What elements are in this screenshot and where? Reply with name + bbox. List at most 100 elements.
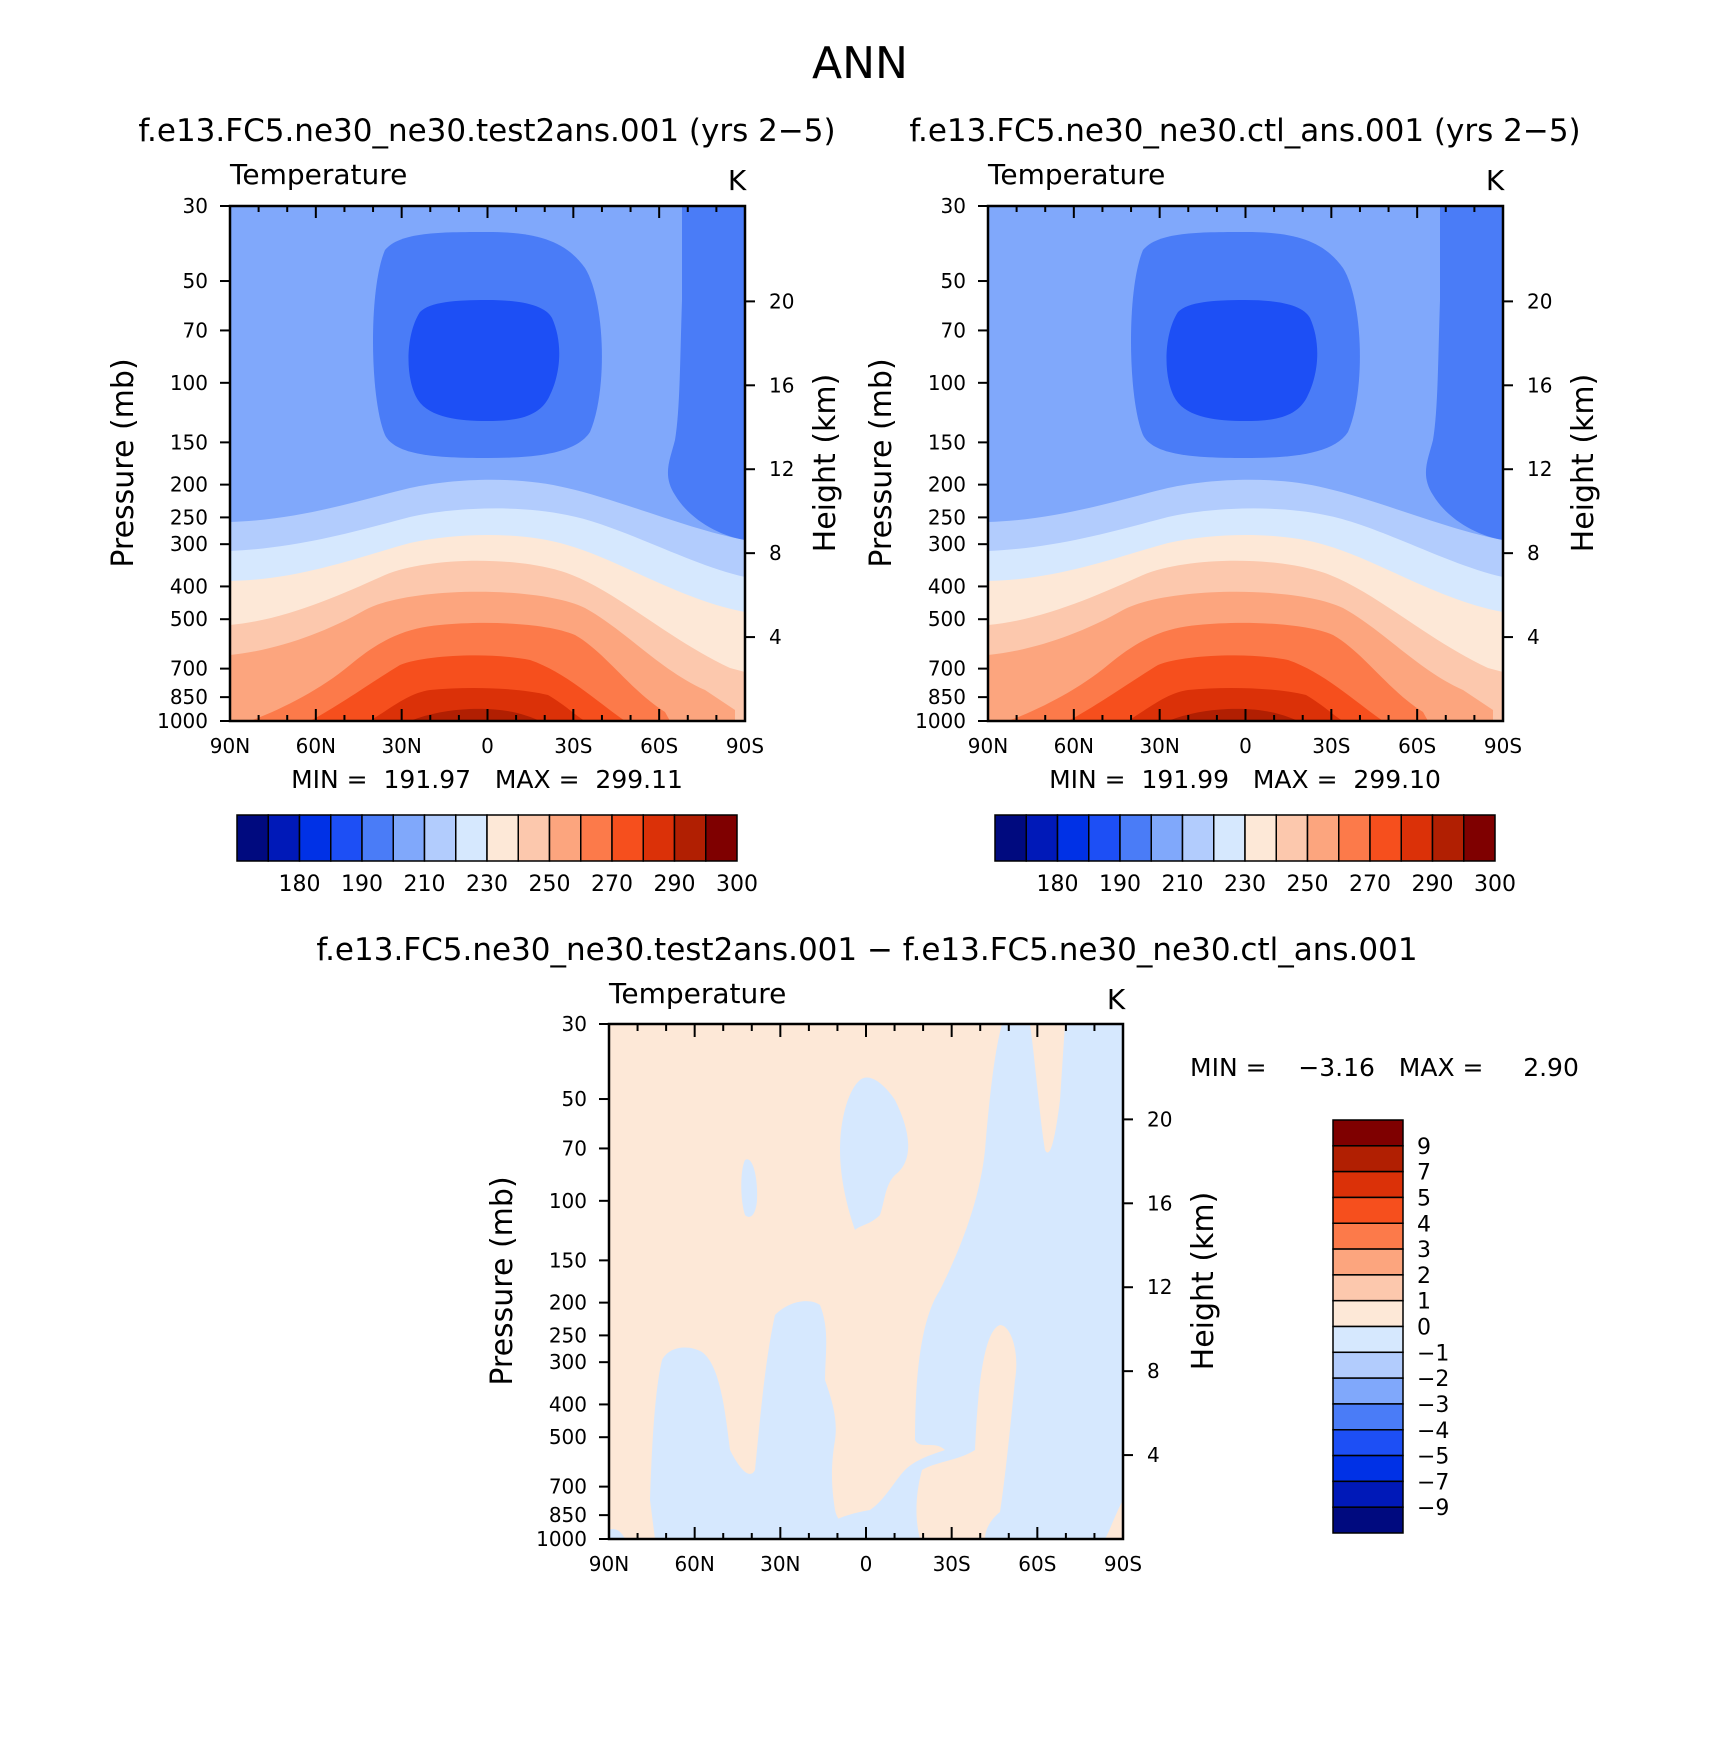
colorbar-label: 300: [1474, 872, 1516, 897]
colorbar-box: [705, 814, 738, 862]
y2-tick-label: 8: [769, 541, 782, 565]
y-tick-label: 200: [928, 473, 966, 497]
colorbar-label: 1: [1417, 1290, 1431, 1315]
negative-region-spot: [741, 1159, 758, 1217]
colorbar-box: [1332, 1145, 1404, 1173]
y-tick-label: 700: [170, 657, 208, 681]
colorbar-box: [486, 814, 519, 862]
panel-title: f.e13.FC5.ne30_ne30.ctl_ans.001 (yrs 2−5…: [909, 113, 1580, 149]
colorbar-box: [1463, 814, 1496, 862]
y-tick-label: 70: [562, 1136, 587, 1160]
units-label: K: [1107, 983, 1126, 1016]
y-tick-label: 400: [549, 1392, 587, 1416]
colorbar-label: 4: [1417, 1212, 1431, 1237]
colorbar-label: −4: [1417, 1419, 1449, 1444]
colorbar-box: [1056, 814, 1090, 862]
colorbar-label: 180: [1037, 872, 1079, 897]
variable-label: Temperature: [229, 158, 407, 191]
y-tick-label: 70: [183, 318, 208, 342]
colorbar-box: [1244, 814, 1277, 862]
x-ticks: 90N 60N 30N 0 30S 60S 90S: [210, 206, 764, 758]
x-tick-label: 30S: [554, 734, 592, 758]
y2-tick-label: 12: [1527, 457, 1552, 481]
colorbar-box: [611, 814, 644, 862]
colorbar-label: −3: [1417, 1393, 1449, 1418]
y2-tick-label: 4: [1527, 625, 1540, 649]
y-tick-label: 300: [549, 1350, 587, 1374]
y-tick-label: 500: [928, 607, 966, 631]
x-tick-label: 60N: [296, 734, 336, 758]
y2-tick-label: 4: [1147, 1443, 1160, 1467]
x-tick-label: 30N: [760, 1552, 800, 1576]
colorbar-box: [1332, 1480, 1404, 1508]
colorbar-label: 180: [279, 872, 321, 897]
colorbar-label: −7: [1417, 1470, 1449, 1495]
colorbar-box: [1332, 1196, 1404, 1224]
cold-pool-inner: [1166, 300, 1318, 421]
colorbar-label: 230: [466, 872, 508, 897]
colorbar-box: [548, 814, 582, 862]
min-max-label: MIN = 191.97 MAX = 299.11: [291, 765, 683, 794]
x-tick-label: 90N: [968, 734, 1008, 758]
colorbar-box: [994, 814, 1027, 862]
colorbar-box: [1332, 1299, 1404, 1328]
colorbar-box: [1338, 814, 1371, 862]
x-tick-label: 90N: [210, 734, 250, 758]
colorbar-box: [642, 814, 676, 862]
x-tick-label: 60N: [674, 1552, 714, 1576]
y-tick-label: 250: [170, 505, 208, 529]
contour-band-330-340: [410, 708, 540, 721]
contour-band-330-340: [1168, 708, 1298, 721]
y-axis-label: Pressure (mb): [864, 358, 899, 567]
negative-region-tropical: [840, 1077, 909, 1230]
colorbar-box: [1332, 1351, 1404, 1379]
x-tick-label: 30N: [381, 734, 421, 758]
x-tick-label: 60S: [1018, 1552, 1056, 1576]
colorbar-box: [1088, 814, 1121, 862]
y2-tick-label: 20: [1147, 1107, 1172, 1131]
colorbar-box: [673, 814, 707, 862]
y-axis-label: Pressure (mb): [106, 358, 141, 567]
x-tick-label: 0: [481, 734, 494, 758]
colorbar-box: [1332, 1506, 1404, 1534]
x-tick-label: 90S: [726, 734, 764, 758]
colorbar-label: 210: [404, 872, 446, 897]
colorbar-box: [1332, 1377, 1404, 1405]
y-tick-label: 700: [549, 1475, 587, 1499]
units-label: K: [1486, 164, 1505, 197]
colorbar-box: [1275, 814, 1309, 862]
colorbar-label: 230: [1224, 872, 1266, 897]
colorbar-label: −9: [1417, 1496, 1449, 1521]
colorbar-label: −1: [1417, 1341, 1449, 1366]
colorbar-box: [1431, 814, 1465, 862]
contour-band-320-330: [370, 687, 585, 721]
x-tick-label: 90N: [589, 1552, 629, 1576]
y-tick-label: 1000: [536, 1527, 587, 1551]
panel-title: f.e13.FC5.ne30_ne30.test2ans.001 (yrs 2−…: [138, 113, 835, 149]
x-tick-label: 30S: [1312, 734, 1350, 758]
y-tick-label: 250: [928, 505, 966, 529]
y2-axis-label: Height (km): [1186, 1192, 1221, 1371]
negative-region-subtropics: [650, 1301, 876, 1539]
colorbar-box: [1332, 1454, 1404, 1483]
y-tick-label: 100: [170, 371, 208, 395]
polar-column: [1425, 206, 1503, 540]
colorbar-label: −5: [1417, 1445, 1449, 1470]
y2-tick-label: 8: [1527, 541, 1540, 565]
colorbar-box: [1119, 814, 1152, 862]
y-tick-label: 200: [549, 1291, 587, 1315]
y-tick-label: 150: [549, 1248, 587, 1272]
x-tick-label: 60S: [640, 734, 678, 758]
colorbar-label: 9: [1417, 1135, 1431, 1160]
colorbar-box: [1332, 1170, 1404, 1199]
min-max-label: MIN = 191.99 MAX = 299.10: [1049, 765, 1441, 794]
y-tick-label: 30: [183, 194, 208, 218]
colorbar-box: [1332, 1429, 1404, 1457]
y-tick-label: 250: [549, 1323, 587, 1347]
y-tick-label: 30: [941, 194, 966, 218]
y-tick-label: 1000: [157, 709, 208, 733]
colorbar-label: 190: [1099, 872, 1141, 897]
y-tick-label: 70: [941, 318, 966, 342]
colorbar-box: [423, 814, 457, 862]
